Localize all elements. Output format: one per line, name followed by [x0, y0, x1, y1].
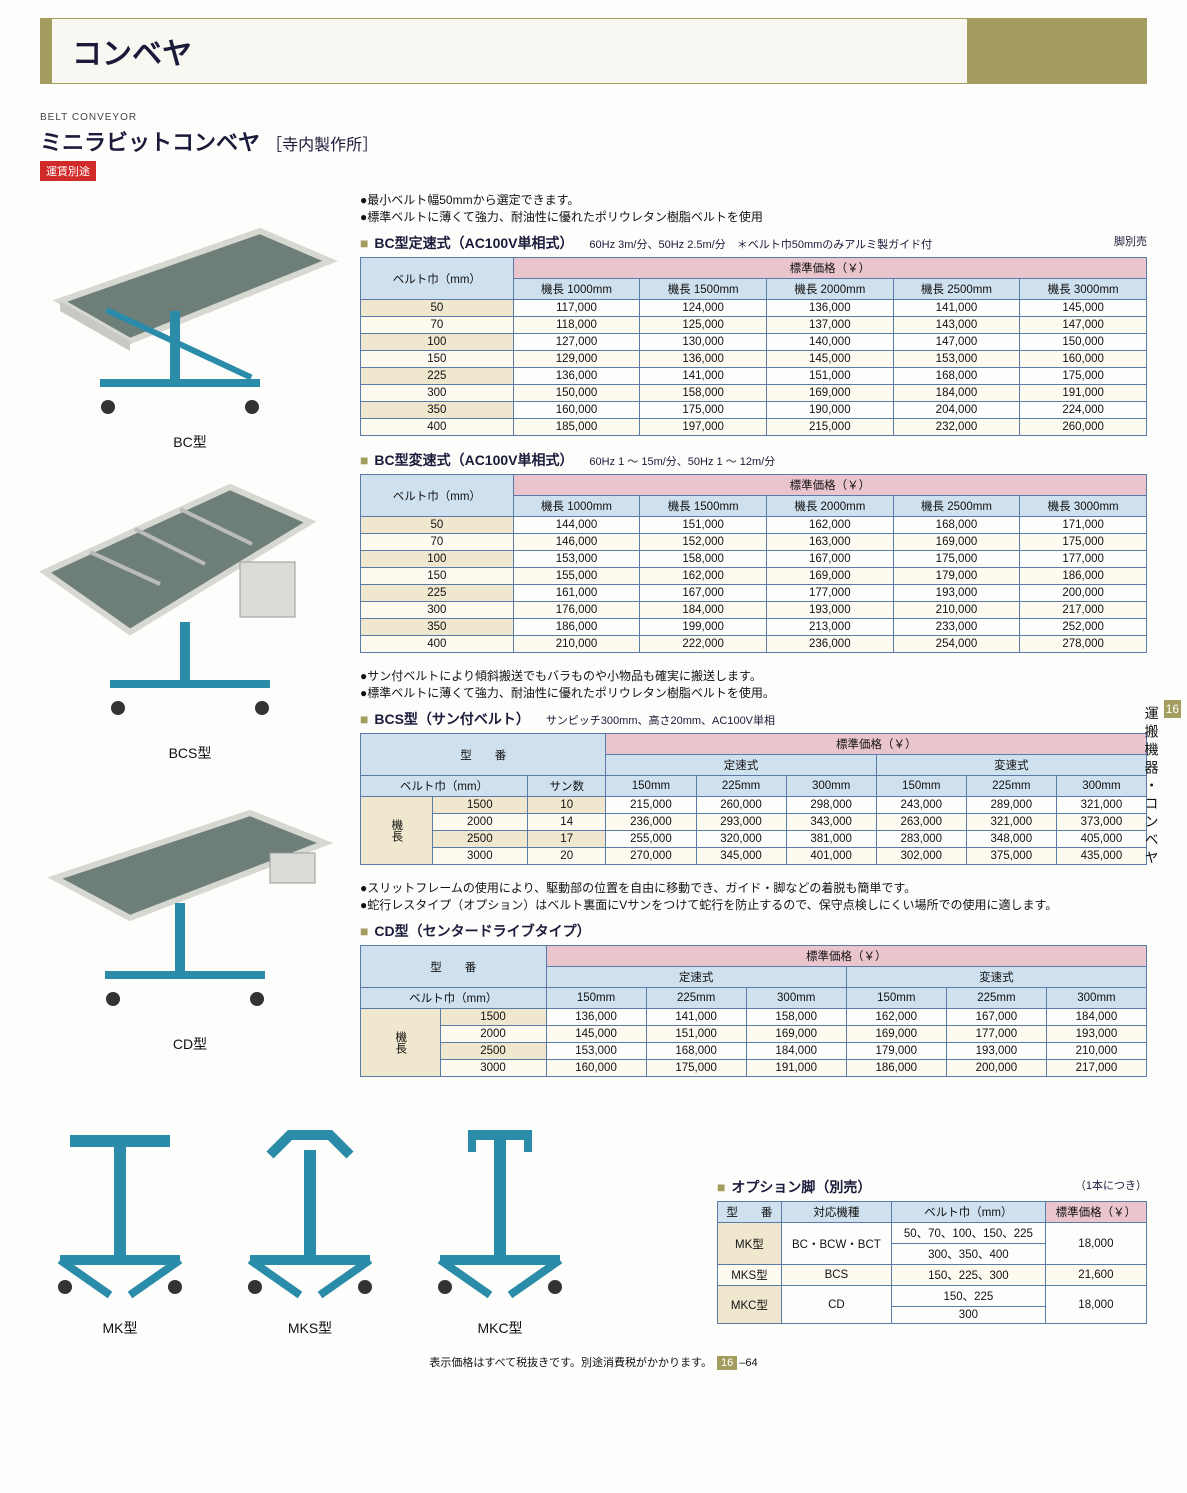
bc-var-heading: BC型変速式（AC100V単相式） 60Hz 1 〜 15m/分、50Hz 1 … [360, 450, 1147, 470]
option-table: 型 番対応機種ベルト巾（mm）標準価格（￥）MK型BC・BCW・BCT50、70… [717, 1201, 1147, 1324]
bc-const-heading: BC型定速式（AC100V単相式） 60Hz 3m/分、50Hz 2.5m/分 … [360, 233, 1147, 253]
option-heading: オプション脚（別売） （1本につき） [717, 1177, 1147, 1197]
bullets-bcs: サン付ベルトにより傾斜搬送でもバラものや小物品も確実に搬送します。標準ベルトに薄… [360, 667, 1147, 701]
side-tab: 16 運搬機器・コンベヤ [1140, 700, 1181, 874]
category-header: コンベヤ [40, 18, 1147, 84]
bcs-table: 型 番標準価格（￥）定速式変速式ベルト巾（mm）サン数150mm225mm300… [360, 733, 1147, 865]
cd-heading: CD型（センタードライブタイプ） [360, 921, 1147, 941]
cd-image [40, 783, 340, 1023]
bcs-image [40, 472, 340, 732]
category-title: コンベヤ [52, 18, 967, 84]
bc-const-table: ベルト巾（mm）標準価格（￥）機長 1000mm機長 1500mm機長 2000… [360, 257, 1147, 436]
product-heading: BELT CONVEYOR ミニラビットコンベヤ ［寺内製作所］ 運賃別途 [40, 112, 1147, 181]
mk-stand: MK型 [40, 1115, 200, 1338]
mkc-stand: MKC型 [420, 1115, 580, 1338]
cd-table: 型 番標準価格（￥）定速式変速式ベルト巾（mm）150mm225mm300mm1… [360, 945, 1147, 1077]
bcs-caption: BCS型 [40, 743, 340, 763]
eng-label: BELT CONVEYOR [40, 112, 1147, 123]
bcs-heading: BCS型（サン付ベルト） サンピッチ300mm、高さ20mm、AC100V単相 [360, 709, 1147, 729]
bullets-top: 最小ベルト幅50mmから選定できます。標準ベルトに薄くて強力、耐油性に優れたポリ… [360, 191, 1147, 225]
shipping-badge: 運賃別途 [40, 161, 96, 181]
bc-caption: BC型 [40, 432, 340, 452]
bc-var-table: ベルト巾（mm）標準価格（￥）機長 1000mm機長 1500mm機長 2000… [360, 474, 1147, 653]
product-name: ミニラビットコンベヤ ［寺内製作所］ [40, 125, 1147, 157]
bc-image [40, 191, 340, 421]
cd-caption: CD型 [40, 1034, 340, 1054]
footer: 表示価格はすべて税抜きです。別途消費税がかかります。 16–64 [40, 1354, 1147, 1370]
mks-stand: MKS型 [230, 1115, 390, 1338]
bullets-cd: スリットフレームの使用により、駆動部の位置を自由に移動でき、ガイド・脚などの着脱… [360, 879, 1147, 913]
